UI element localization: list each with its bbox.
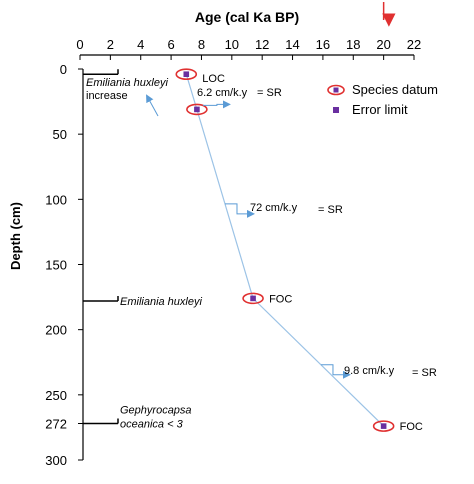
biozone-label: Gephyrocapsa <box>120 405 192 417</box>
legend-ellipse-inner-marker <box>333 87 339 93</box>
error-limit-marker <box>194 106 200 113</box>
rate-arrow <box>224 203 255 218</box>
rate-arrow <box>202 100 231 109</box>
error-limit-marker <box>250 295 256 302</box>
legend-ellipse-marker <box>327 84 345 96</box>
y-axis-label: Depth (cm) <box>8 202 23 270</box>
y-tick-label: 200 <box>45 323 67 338</box>
x-tick-label: 10 <box>225 37 239 52</box>
datum-label: FOC <box>269 293 292 305</box>
y-tick-label: 272 <box>45 417 67 432</box>
chart-title: Age (cal Ka BP) <box>195 9 299 25</box>
x-tick-label: 22 <box>407 37 421 52</box>
x-tick-label: 14 <box>285 37 299 52</box>
y-tick-label: 0 <box>60 62 67 77</box>
legend-label: Species datum <box>352 82 438 97</box>
x-tick-label: 0 <box>76 37 83 52</box>
biozone-label: Emiliania huxleyi <box>86 77 168 89</box>
datum-label: LOC <box>202 73 225 85</box>
y-tick-label: 100 <box>45 192 67 207</box>
x-tick-label: 20 <box>376 37 390 52</box>
rate-arrow <box>320 364 351 379</box>
species-datum-ellipse <box>175 68 198 81</box>
rate-label: 9.8 cm/k.y <box>344 365 395 377</box>
x-tick-label: 6 <box>167 37 174 52</box>
x-tick-label: 8 <box>198 37 205 52</box>
x-tick-label: 12 <box>255 37 269 52</box>
legend-label: Error limit <box>352 102 408 117</box>
y-tick-label: 250 <box>45 388 67 403</box>
x-tick-label: 18 <box>346 37 360 52</box>
biozone-label: increase <box>86 90 128 102</box>
y-tick-label: 300 <box>45 453 67 468</box>
biozone-label: Emiliania huxleyi <box>120 296 202 308</box>
species-datum-ellipse <box>372 420 395 432</box>
rate-sr-label: = SR <box>412 367 437 379</box>
species-datum-ellipse <box>242 292 264 305</box>
y-tick-label: 150 <box>45 258 67 273</box>
x-tick-label: 4 <box>137 37 144 52</box>
x-tick-label: 16 <box>316 37 330 52</box>
rate-sr-label: = SR <box>318 204 343 216</box>
biozone-label: oceanica < 3 <box>120 419 184 431</box>
legend-square-marker <box>333 107 339 113</box>
error-limit-marker <box>183 71 190 78</box>
increase-arrow <box>146 94 159 117</box>
error-limit-marker <box>380 423 387 429</box>
x-tick-label: 2 <box>107 37 114 52</box>
rate-label: 6.2 cm/k.y <box>197 87 248 99</box>
rate-sr-label: = SR <box>257 87 282 99</box>
datum-label: FOC <box>400 421 423 433</box>
y-tick-label: 50 <box>53 127 67 142</box>
species-datum-ellipse <box>186 103 208 116</box>
rate-label: 72 cm/k.y <box>250 202 298 214</box>
